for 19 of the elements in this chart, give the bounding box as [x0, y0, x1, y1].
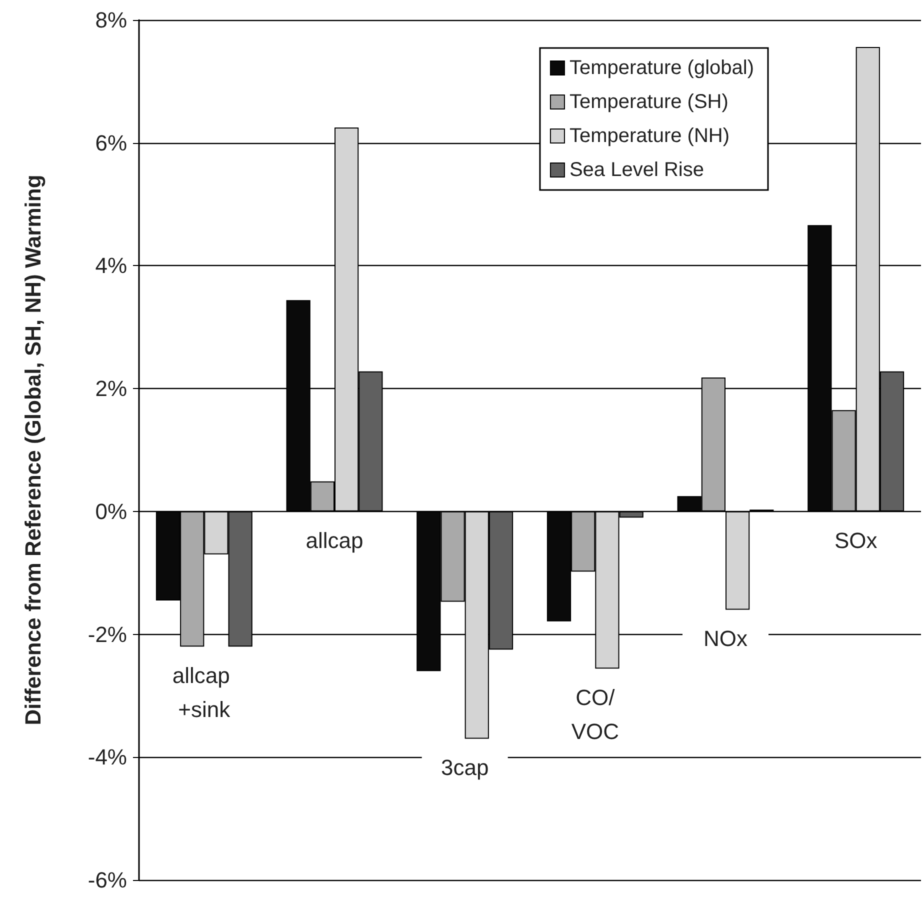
x-tick-label: CO/VOC	[571, 685, 620, 744]
x-tick-label: allcap +sink	[172, 663, 236, 722]
legend-label: Sea Level Rise	[569, 159, 704, 181]
y-tick-label: 6%	[95, 130, 127, 156]
y-tick-label: 2%	[95, 376, 127, 402]
legend-label: Temperature (NH)	[569, 125, 730, 147]
legend-label: Temperature (SH)	[569, 91, 728, 113]
y-tick-label: 0%	[95, 498, 127, 524]
x-tick-label: allcap	[306, 528, 364, 553]
legend-label: Temperature (global)	[569, 57, 754, 79]
x-tick-label: NOx	[704, 626, 748, 652]
x-tick-label: SOx	[834, 528, 878, 553]
x-tick-label: 3cap	[440, 755, 489, 780]
y-tick-label: 4%	[95, 253, 127, 278]
y-tick-label: -4%	[88, 744, 127, 770]
y-axis-title: Difference from Reference (Global, SH, NH) Warming	[20, 174, 46, 726]
y-tick-label: -2%	[88, 622, 127, 647]
y-tick-label: -6%	[88, 868, 127, 892]
y-tick-label: 8%	[95, 8, 127, 32]
